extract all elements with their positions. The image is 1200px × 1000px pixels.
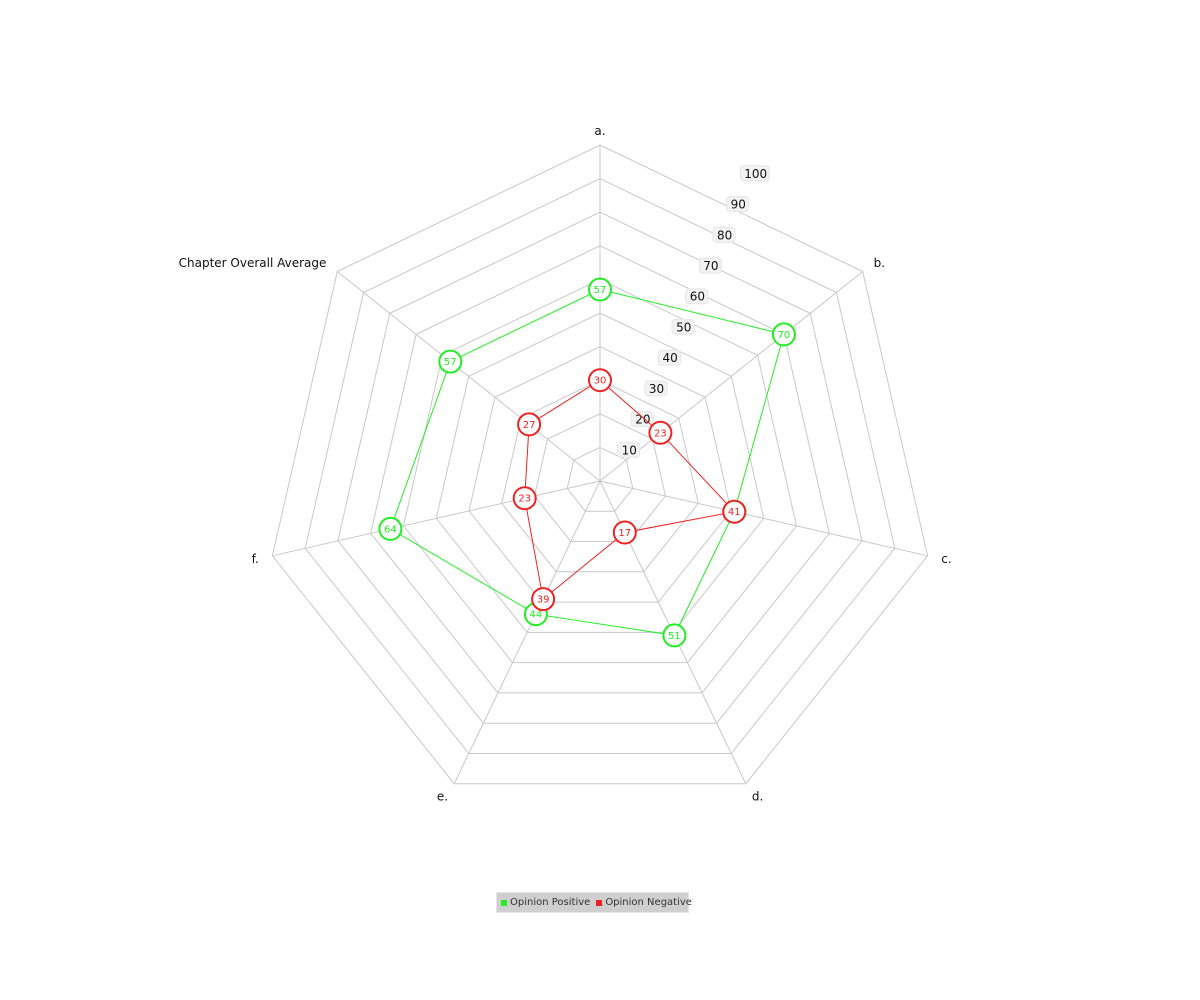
tick-label: 20 (635, 413, 650, 427)
chart-legend: Opinion Positive Opinion Negative (496, 892, 692, 913)
data-point-marker[interactable] (588, 277, 612, 302)
data-label: 44 (530, 610, 543, 621)
data-point-marker[interactable] (512, 486, 537, 511)
data-point-marker[interactable] (378, 516, 403, 541)
data-point-opinion-negative[interactable]: 27 (517, 412, 542, 437)
grid-ring-60 (402, 278, 798, 664)
data-point-marker[interactable] (531, 587, 556, 612)
data-label: 17 (618, 528, 631, 539)
tick-label: 30 (649, 382, 664, 396)
axis-label: f. (252, 552, 259, 566)
tick-label-bg (658, 349, 681, 366)
tick-label-bg (739, 165, 770, 182)
tick-label-bg (630, 411, 654, 428)
legend-item-opinion-negative[interactable]: Opinion Negative (596, 897, 692, 908)
tick-label: 60 (690, 290, 705, 304)
grid-ring-90 (304, 178, 896, 754)
grid-spoke (453, 480, 601, 784)
data-point-opinion-negative[interactable]: 17 (612, 520, 637, 545)
data-point-opinion-positive[interactable]: 70 (771, 322, 796, 347)
grid-ring-80 (337, 211, 863, 724)
tick-label: 50 (676, 320, 691, 334)
grid-ring-30 (501, 379, 699, 573)
grid-spoke (599, 271, 864, 482)
data-point-opinion-negative[interactable]: 23 (512, 486, 537, 511)
tick-label: 100 (744, 167, 767, 181)
grid-ring-50 (435, 312, 765, 633)
grid-ring-100 (271, 144, 929, 785)
data-point-opinion-positive[interactable]: 51 (662, 623, 687, 648)
tick-label: 70 (703, 259, 718, 273)
data-point-marker[interactable] (662, 623, 687, 648)
data-point-opinion-positive[interactable]: 57 (438, 349, 463, 374)
grid-ring-20 (533, 413, 667, 542)
tick-label: 80 (717, 228, 732, 242)
axis-label-layer: a. b. c. d. e. f. Chapter Overall Average (179, 124, 952, 803)
axis-label: Chapter Overall Average (179, 256, 327, 270)
data-point-marker[interactable] (648, 420, 673, 445)
grid-ring-10 (566, 446, 634, 512)
legend-label: Opinion Negative (605, 897, 692, 908)
data-label: 23 (654, 428, 667, 439)
tick-label-bg (617, 441, 641, 458)
grid-spoke (272, 480, 601, 557)
data-point-marker[interactable] (722, 499, 747, 524)
grid-spoke (336, 271, 601, 482)
data-label: 51 (668, 631, 681, 642)
tick-label: 40 (663, 351, 678, 365)
data-point-opinion-negative[interactable]: 30 (588, 368, 612, 393)
series-line-opinion-positive (389, 288, 785, 636)
grid-ring-70 (370, 245, 830, 694)
data-point-marker[interactable] (771, 322, 796, 347)
series-layer: 5770415144645730234117392327 (378, 277, 796, 648)
grid-ring-40 (468, 346, 732, 603)
data-point-opinion-negative[interactable]: 41 (722, 499, 747, 524)
data-point-opinion-negative[interactable]: 39 (531, 587, 556, 612)
tick-label: 10 (622, 443, 637, 457)
series-line-opinion-negative (524, 379, 736, 601)
axis-label: e. (437, 789, 448, 803)
grid-layer (271, 144, 929, 785)
tick-label-bg (671, 318, 695, 335)
data-point-opinion-negative[interactable]: 23 (648, 420, 673, 445)
legend-item-opinion-positive[interactable]: Opinion Positive (501, 897, 590, 908)
axis-label: a. (594, 124, 605, 138)
data-point-marker[interactable] (588, 368, 612, 393)
tick-label-bg (644, 380, 668, 397)
tick-layer: 10 20 30 40 50 60 70 80 90 100 (617, 165, 770, 458)
legend-swatch (501, 899, 507, 906)
data-point-opinion-positive[interactable]: 64 (378, 516, 403, 541)
data-point-marker[interactable] (517, 412, 542, 437)
grid-spoke (599, 480, 928, 557)
axis-label: b. (874, 256, 885, 270)
data-label: 41 (728, 507, 741, 518)
data-label: 39 (537, 595, 550, 606)
axis-label: d. (752, 789, 763, 803)
data-label: 23 (518, 494, 531, 505)
data-point-marker[interactable] (438, 349, 463, 374)
tick-label-bg (726, 196, 750, 213)
axis-label: c. (941, 552, 951, 566)
data-label: 64 (384, 524, 397, 535)
data-point-marker[interactable] (612, 520, 637, 545)
data-label: 30 (594, 376, 607, 387)
legend-label: Opinion Positive (510, 897, 591, 908)
data-point-opinion-positive[interactable]: 57 (588, 277, 612, 302)
legend-swatch (596, 899, 603, 906)
data-label: 57 (444, 357, 457, 368)
data-label: 57 (594, 285, 607, 296)
tick-label-bg (685, 288, 709, 305)
tick-label-bg (712, 226, 736, 243)
tick-label: 90 (731, 198, 746, 212)
data-label: 27 (523, 420, 536, 431)
data-label: 70 (778, 330, 791, 341)
tick-label-bg (698, 257, 722, 274)
